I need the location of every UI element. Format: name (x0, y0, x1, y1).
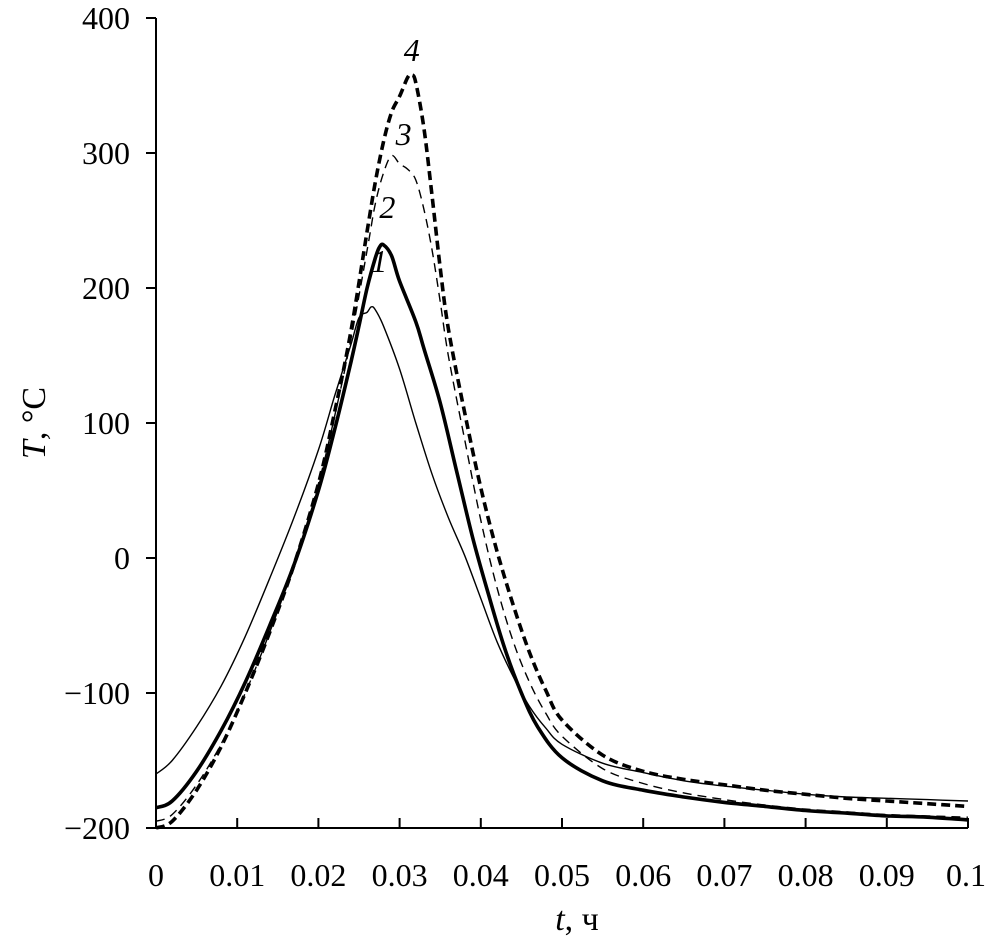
series-2-label: 2 (379, 189, 395, 225)
x-tick-label: 0.06 (615, 857, 671, 893)
x-ticks: 0 0.01 0.02 0.03 0.04 0.05 0.06 0.07 0.08 0.09 0.1 (148, 818, 986, 893)
y-tick-label: 300 (82, 135, 130, 171)
x-tick-label: 0.09 (859, 857, 915, 893)
x-tick-label: 0.08 (778, 857, 834, 893)
series-4-line (155, 72, 969, 830)
series-4-label: 4 (404, 32, 420, 68)
x-tick-label: 0.01 (209, 857, 265, 893)
y-tick-label: −100 (64, 675, 130, 711)
y-tick-label: 100 (82, 405, 130, 441)
x-axis-unit: , ч (565, 901, 599, 938)
axes (155, 18, 968, 829)
x-tick-label: 0.03 (372, 857, 428, 893)
x-tick-label: 0.1 (946, 857, 986, 893)
x-tick-label: 0.02 (290, 857, 346, 893)
y-tick-label: −200 (64, 810, 130, 846)
series-2-line (155, 242, 969, 822)
y-axis-title: T, °C (16, 387, 53, 459)
curve-labels: 1 2 3 4 (371, 32, 419, 279)
series-1-line (155, 305, 969, 802)
x-tick-label: 0.05 (534, 857, 590, 893)
y-tick-label: 200 (82, 270, 130, 306)
x-axis-title: t, ч (555, 901, 599, 938)
y-tick-label: 400 (82, 0, 130, 36)
x-tick-label: 0 (148, 857, 164, 893)
y-ticks: −200 −100 0 100 200 300 400 (64, 0, 156, 846)
y-axis-variable: T (16, 438, 53, 459)
series-3-line (155, 154, 969, 822)
x-tick-label: 0.04 (453, 857, 509, 893)
y-tick-label: 0 (114, 540, 130, 576)
series-1-label: 1 (371, 243, 387, 279)
series-layer (155, 72, 969, 830)
x-axis-variable: t (555, 901, 566, 938)
y-axis-unit: , °C (16, 387, 53, 440)
x-tick-label: 0.07 (696, 857, 752, 893)
series-3-label: 3 (395, 116, 412, 152)
